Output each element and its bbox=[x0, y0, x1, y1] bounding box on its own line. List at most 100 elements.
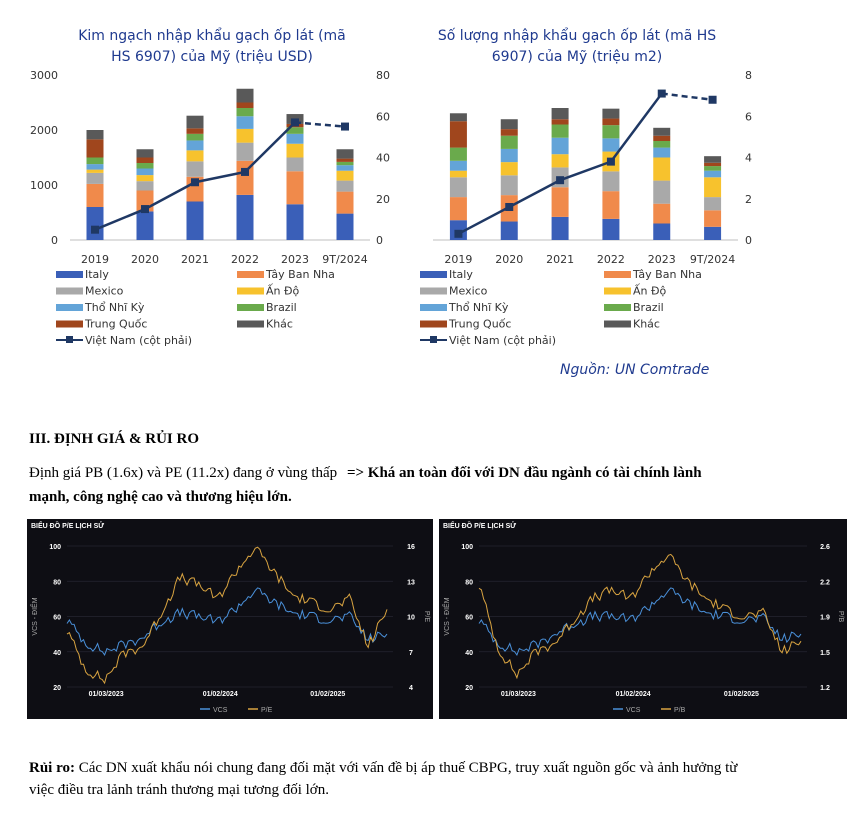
legend-swatch bbox=[604, 287, 631, 295]
bar-segment bbox=[136, 168, 154, 176]
legend-swatch bbox=[420, 304, 447, 311]
bar-segment bbox=[704, 210, 722, 227]
x-tick-label: 01/02/2025 bbox=[310, 691, 345, 698]
x-tick-label: 01/02/2024 bbox=[203, 691, 238, 698]
bar-segment bbox=[286, 204, 304, 240]
y2-tick-label: 7 bbox=[409, 650, 413, 657]
bar-segment bbox=[86, 172, 104, 184]
bar-segment bbox=[336, 191, 354, 214]
legend-label: VCS bbox=[213, 707, 228, 714]
bar-segment bbox=[704, 162, 722, 167]
bar-segment bbox=[136, 175, 154, 182]
y2-tick-label: 10 bbox=[407, 615, 415, 622]
source-note: Nguồn: UN Comtrade bbox=[560, 361, 709, 378]
bar-segment bbox=[186, 176, 204, 202]
legend-label: P/B bbox=[674, 707, 686, 714]
bar-segment bbox=[704, 226, 722, 240]
legend-swatch bbox=[420, 287, 447, 295]
y2-tick-label: 8 bbox=[745, 69, 752, 82]
y-tick-label: 60 bbox=[53, 615, 61, 622]
y-tick-label: 40 bbox=[53, 650, 61, 657]
y-tick-label: 40 bbox=[465, 650, 473, 657]
vietnam-line-forecast bbox=[294, 121, 346, 128]
bar-segment bbox=[236, 128, 254, 143]
bar-segment bbox=[86, 164, 104, 170]
y-tick-label: 1000 bbox=[30, 179, 58, 192]
vietnam-point bbox=[454, 229, 463, 238]
bar-segment bbox=[336, 149, 354, 159]
legend-label: Khác bbox=[266, 318, 293, 331]
vietnam-point bbox=[708, 95, 717, 104]
bar-segment bbox=[500, 175, 518, 196]
bar-segment bbox=[286, 133, 304, 144]
bar-segment bbox=[236, 116, 254, 129]
valuation-line1: Định giá PB (1.6x) và PE (11.2x) đang ở … bbox=[29, 462, 702, 484]
y-tick-label: 100 bbox=[49, 544, 61, 551]
legend-label: Việt Nam (cột phải) bbox=[85, 334, 192, 347]
bar-segment bbox=[336, 165, 354, 171]
bar-segment bbox=[449, 160, 467, 171]
legend-swatch bbox=[56, 287, 83, 295]
y2-tick-label: 13 bbox=[407, 579, 415, 586]
legend-label: Việt Nam (cột phải) bbox=[449, 334, 556, 347]
bar-segment bbox=[449, 147, 467, 161]
bar-segment bbox=[551, 119, 569, 125]
legend-label: Italy bbox=[449, 268, 473, 281]
x-tick-label: 2019 bbox=[444, 253, 472, 266]
vietnam-point bbox=[241, 167, 249, 176]
legend-label: Thổ Nhĩ Kỳ bbox=[84, 301, 145, 314]
bar-segment bbox=[136, 157, 154, 163]
bar-segment bbox=[236, 88, 254, 103]
risk-line1: Rủi ro: Các DN xuất khẩu nói chung đang … bbox=[29, 757, 737, 779]
legend-label: P/E bbox=[261, 707, 273, 714]
chart-title-line: HS 6907) của Mỹ (triệu USD) bbox=[111, 49, 313, 65]
legend-swatch bbox=[237, 271, 264, 278]
y2-tick-label: 4 bbox=[745, 152, 752, 165]
bar-segment bbox=[186, 201, 204, 240]
legend-swatch bbox=[604, 304, 631, 311]
y-tick-label: 80 bbox=[53, 579, 61, 586]
bar-segment bbox=[236, 194, 254, 240]
legend-label: Italy bbox=[85, 268, 109, 281]
section-heading: III. ĐỊNH GIÁ & RỦI RO bbox=[29, 431, 200, 447]
pb-history-chart: BIỂU ĐỒ P/E LỊCH SỬ 100 80 60 40 20 2.6 2.2 1.9 1… bbox=[439, 519, 847, 719]
y2-tick-label: 1.5 bbox=[820, 650, 830, 657]
y2-tick-label: 16 bbox=[407, 544, 415, 551]
bar-segment bbox=[500, 162, 518, 176]
bar-segment bbox=[704, 170, 722, 178]
y2-tick-label: 80 bbox=[376, 69, 390, 82]
bar-segment bbox=[704, 156, 722, 163]
vietnam-point bbox=[191, 178, 199, 187]
valuation-normal: Định giá PB (1.6x) và PE (11.2x) đang ở … bbox=[29, 465, 338, 481]
x-tick-label: 2023 bbox=[648, 253, 676, 266]
chart-background bbox=[27, 519, 433, 719]
chart-title: BIỂU ĐỒ P/E LỊCH SỬ bbox=[31, 520, 104, 530]
bar-segment bbox=[236, 142, 254, 161]
bar-segment bbox=[653, 203, 671, 224]
y-axis-label: VCS - ĐIỂM bbox=[442, 597, 451, 635]
bar-segment bbox=[653, 127, 671, 136]
legend-swatch bbox=[56, 304, 83, 311]
bar-segment bbox=[186, 115, 204, 129]
x-tick-label: 01/02/2024 bbox=[616, 691, 651, 698]
bar-segment bbox=[186, 161, 204, 177]
y2-tick-label: 40 bbox=[376, 152, 390, 165]
chart-background bbox=[439, 519, 847, 719]
bar-segment bbox=[236, 102, 254, 108]
chart-title-line: Số lượng nhập khẩu gạch ốp lát (mã HS bbox=[438, 27, 716, 44]
bar-segment bbox=[86, 157, 104, 165]
y2-axis-label: P/E bbox=[423, 611, 430, 623]
bar-segment bbox=[186, 133, 204, 141]
bar-segment bbox=[551, 187, 569, 217]
legend-label: Tây Ban Nha bbox=[632, 268, 702, 281]
y-tick-label: 80 bbox=[465, 579, 473, 586]
risk-text-2: việc điều tra lảnh tránh thương mại tươn… bbox=[29, 782, 329, 798]
chart-title-line: Kim ngạch nhập khẩu gạch ốp lát (mã bbox=[78, 27, 346, 44]
bar-segment bbox=[551, 108, 569, 120]
vietnam-point bbox=[141, 205, 149, 214]
x-tick-label: 2023 bbox=[281, 253, 309, 266]
x-tick-label: 2021 bbox=[546, 253, 574, 266]
legend-swatch bbox=[420, 271, 447, 278]
bar-segment bbox=[449, 121, 467, 148]
valuation-bold-2: mạnh, công nghệ cao và thương hiệu lớn. bbox=[29, 489, 292, 505]
